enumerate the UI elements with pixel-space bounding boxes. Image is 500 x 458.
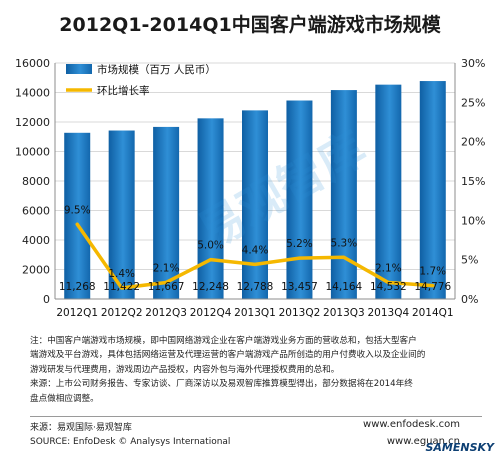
source-en: SOURCE: EnfoDesk © Analysys Internationa… xyxy=(30,437,231,447)
chart-svg: 11,268 11,422 11,667 12,248 12,788 13,457 14,1… xyxy=(15,57,485,319)
y-left-tick-label: 12000 xyxy=(15,116,50,129)
bar xyxy=(153,126,180,300)
y-left-tick-label: 16000 xyxy=(15,57,50,70)
bar xyxy=(286,100,313,299)
y-right-tick-label: 10% xyxy=(461,214,485,227)
line-value-label: 9.5% xyxy=(64,204,91,216)
y-left-tick-label: 10000 xyxy=(15,146,50,159)
bar-value-label: 14,776 xyxy=(414,281,451,293)
x-tick-label: 2012Q3 xyxy=(145,307,187,319)
x-tick-label: 2014Q1 xyxy=(412,307,454,319)
line-value-label: 4.4% xyxy=(242,244,269,256)
bar xyxy=(64,132,91,299)
y-left-tick-label: 2000 xyxy=(22,264,50,277)
line-value-label: 5.3% xyxy=(331,237,358,249)
line-value-label: 2.1% xyxy=(153,262,180,274)
note-line: 来源：上市公司财务报告、专家访谈、厂商深访以及易观智库推算模型得出，部分数据将在… xyxy=(30,379,413,390)
divider xyxy=(30,416,482,417)
y-right-tick-label: 15% xyxy=(461,175,485,188)
bar xyxy=(197,118,224,299)
bar xyxy=(330,90,357,300)
bar-value-label: 14,532 xyxy=(370,281,407,293)
y-right-tick-label: 25% xyxy=(461,96,485,109)
legend-swatch-bar xyxy=(66,64,92,74)
legend-label-bar: 市场规模（百万 人民币） xyxy=(97,63,216,76)
line-value-label: 2.1% xyxy=(375,262,402,274)
url-enfodesk[interactable]: www.enfodesk.com xyxy=(363,419,460,430)
bar xyxy=(419,81,446,299)
notes: 注：中国客户端游戏市场规模，即中国网络游戏企业在客户端游戏业务方面的营收总和，包… xyxy=(30,334,482,406)
bar-value-label: 12,788 xyxy=(237,281,274,293)
bar xyxy=(108,130,135,299)
line-value-label: 1.4% xyxy=(108,268,135,280)
note-line: 盘点做相应调整。 xyxy=(30,393,99,404)
note-line: 游戏研发与代理费用，游戏周边产品授权，内容外包与海外代理授权费用的总和。 xyxy=(30,364,340,375)
x-tick-label: 2012Q4 xyxy=(190,307,232,319)
corner-watermark: SAMENSKY xyxy=(425,441,494,454)
bar-value-label: 11,422 xyxy=(103,281,140,293)
note-line: 端游戏及平台游戏，具体包括网络运营及代理运营的客户端游戏产品所创造的用户付费收入… xyxy=(30,350,426,361)
y-left-tick-label: 0 xyxy=(43,293,50,306)
url-eguan[interactable]: www.eguan.cn xyxy=(386,436,460,447)
line-value-label: 5.2% xyxy=(286,238,313,250)
x-tick-label: 2012Q1 xyxy=(56,307,98,319)
x-tick-label: 2013Q4 xyxy=(367,307,409,319)
x-tick-label: 2013Q2 xyxy=(279,307,321,319)
chart-title: 2012Q1-2014Q1中国客户端游戏市场规模 xyxy=(59,14,441,36)
growth-line xyxy=(75,222,435,290)
y-left-tick-label: 8000 xyxy=(22,175,50,188)
bar-value-label: 14,164 xyxy=(326,281,363,293)
y-right-tick-label: 30% xyxy=(461,57,485,70)
bar xyxy=(375,84,402,299)
bar xyxy=(242,110,268,299)
note-line: 注：中国客户端游戏市场规模，即中国网络游戏企业在客户端游戏业务方面的营收总和，包… xyxy=(30,336,417,346)
x-tick-label: 2013Q3 xyxy=(323,307,365,319)
source-cn: 来源：易观国际·易观智库 xyxy=(30,423,132,433)
y-left-tick-label: 6000 xyxy=(22,205,50,218)
bar-value-label: 13,457 xyxy=(281,281,318,293)
bar-value-label: 11,667 xyxy=(148,281,185,293)
x-tick-label: 2012Q2 xyxy=(101,307,143,319)
legend-label-line: 环比增长率 xyxy=(97,84,150,97)
y-left-tick-label: 14000 xyxy=(15,87,50,100)
y-right-tick-label: 5% xyxy=(461,254,478,267)
bar-value-label: 12,248 xyxy=(192,281,229,293)
y-left-tick-label: 4000 xyxy=(22,234,50,247)
y-right-tick-label: 0% xyxy=(461,293,478,306)
line-value-label: 1.7% xyxy=(419,266,446,278)
bar-value-label: 11,268 xyxy=(59,281,96,293)
y-right-tick-label: 20% xyxy=(461,136,485,149)
line-value-label: 5.0% xyxy=(197,240,224,252)
x-tick-label: 2013Q1 xyxy=(234,307,276,319)
